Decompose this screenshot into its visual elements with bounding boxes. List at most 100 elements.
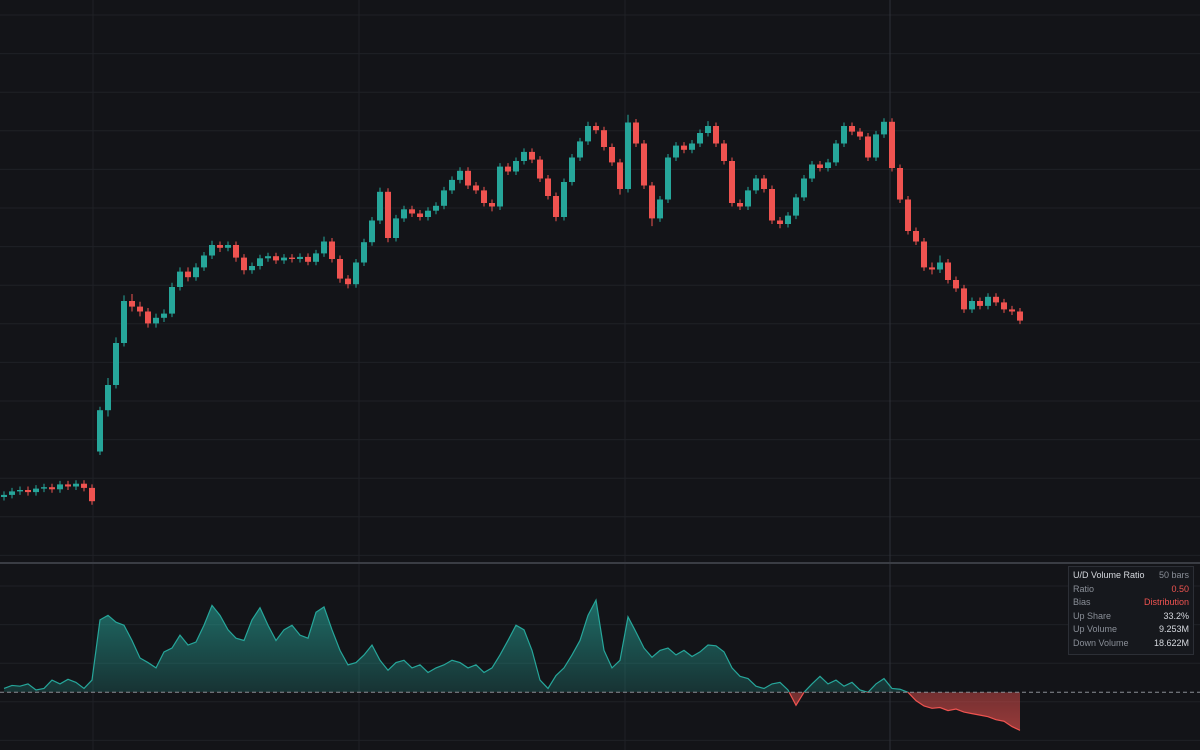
- candle-body: [841, 126, 847, 144]
- candle-body: [809, 164, 815, 179]
- candle-body: [193, 267, 199, 278]
- candle-body: [209, 245, 215, 256]
- info-label: Up Share: [1073, 610, 1112, 621]
- candle-body: [337, 259, 343, 279]
- candle-body: [225, 245, 231, 248]
- candle-body: [257, 258, 263, 266]
- candle-body: [1009, 309, 1015, 312]
- candle-body: [465, 170, 471, 186]
- candle-body: [993, 296, 999, 303]
- candle-body: [729, 161, 735, 203]
- candle-body: [177, 271, 183, 287]
- candle-body: [313, 253, 319, 262]
- candle-body: [449, 179, 455, 191]
- candle-body: [369, 220, 375, 243]
- candle-body: [889, 121, 895, 168]
- candle-body: [705, 126, 711, 133]
- oscillator-area-up: [4, 600, 908, 693]
- candle-body: [241, 257, 247, 271]
- candle-body: [121, 301, 127, 343]
- info-row: Down Volume 18.622M: [1073, 637, 1189, 651]
- info-row: Up Share 33.2%: [1073, 610, 1189, 624]
- candle-body: [777, 220, 783, 224]
- oscillator-line-up: [3, 598, 909, 693]
- candle-body: [1001, 302, 1007, 310]
- candle-body: [113, 343, 119, 385]
- candle-body: [785, 215, 791, 224]
- candle-body: [897, 168, 903, 200]
- candle-body: [129, 301, 135, 307]
- candle-body: [689, 143, 695, 150]
- candle-body: [89, 487, 95, 502]
- candle-body: [937, 262, 943, 270]
- candle-body: [865, 136, 871, 158]
- candle-body: [601, 130, 607, 147]
- candle-body: [681, 145, 687, 150]
- candle-body: [321, 241, 327, 254]
- candle-body: [945, 262, 951, 280]
- candle-body: [521, 151, 527, 161]
- candle-body: [201, 255, 207, 268]
- candle-body: [97, 410, 103, 452]
- candle-body: [713, 126, 719, 144]
- candle-body: [393, 218, 399, 238]
- info-header: U/D Volume Ratio 50 bars: [1073, 569, 1189, 583]
- candle-body: [425, 210, 431, 217]
- candle-body: [73, 483, 79, 487]
- info-subtitle: 50 bars: [1158, 570, 1189, 580]
- info-row: Up Volume 9.253M: [1073, 623, 1189, 637]
- candle-body: [153, 317, 159, 324]
- candle-body: [721, 143, 727, 161]
- candle-body: [489, 203, 495, 207]
- candle-body: [769, 189, 775, 221]
- candle-body: [1, 494, 7, 497]
- candle-body: [265, 256, 271, 259]
- candle-body: [9, 491, 15, 495]
- candle-body: [577, 141, 583, 158]
- candle-body: [345, 278, 351, 285]
- candle-body: [553, 196, 559, 217]
- candle-body: [881, 121, 887, 135]
- candle-body: [905, 199, 911, 231]
- info-panel: U/D Volume Ratio 50 bars Ratio 0.50 Bias Di…: [1068, 566, 1194, 655]
- candle-body: [593, 126, 599, 131]
- candle-body: [25, 490, 31, 493]
- info-label: Up Volume: [1073, 624, 1118, 635]
- candle-body: [273, 256, 279, 261]
- candle-body: [105, 385, 111, 411]
- candle-body: [513, 161, 519, 172]
- info-value: 18.622M: [1153, 637, 1189, 648]
- oscillator-area-down: [4, 692, 1020, 731]
- candle-body: [977, 301, 983, 306]
- candle-body: [169, 287, 175, 314]
- candle-body: [617, 162, 623, 189]
- candle-body: [753, 178, 759, 191]
- info-label: Down Volume: [1073, 637, 1129, 648]
- candle-body: [961, 288, 967, 310]
- info-row: Ratio 0.50: [1073, 583, 1189, 597]
- info-value: 9.253M: [1158, 624, 1189, 635]
- candle-body: [433, 205, 439, 211]
- candle-body: [921, 241, 927, 268]
- info-title: U/D Volume Ratio: [1073, 570, 1145, 580]
- candle-body: [657, 199, 663, 219]
- candle-body: [385, 191, 391, 238]
- info-value: Distribution: [1143, 597, 1189, 608]
- candle-body: [761, 178, 767, 189]
- info-value: 0.50: [1171, 583, 1189, 594]
- candle-body: [969, 301, 975, 310]
- info-label: Ratio: [1073, 583, 1095, 594]
- candle-body: [537, 159, 543, 179]
- candle-body: [529, 151, 535, 160]
- candle-body: [185, 271, 191, 278]
- candle-body: [913, 231, 919, 242]
- candle-body: [737, 203, 743, 207]
- candle-body: [801, 178, 807, 198]
- candle-body: [65, 484, 71, 487]
- candle-body: [457, 170, 463, 180]
- info-row: Bias Distribution: [1073, 596, 1189, 610]
- candle-body: [161, 313, 167, 318]
- candle-body: [57, 484, 63, 490]
